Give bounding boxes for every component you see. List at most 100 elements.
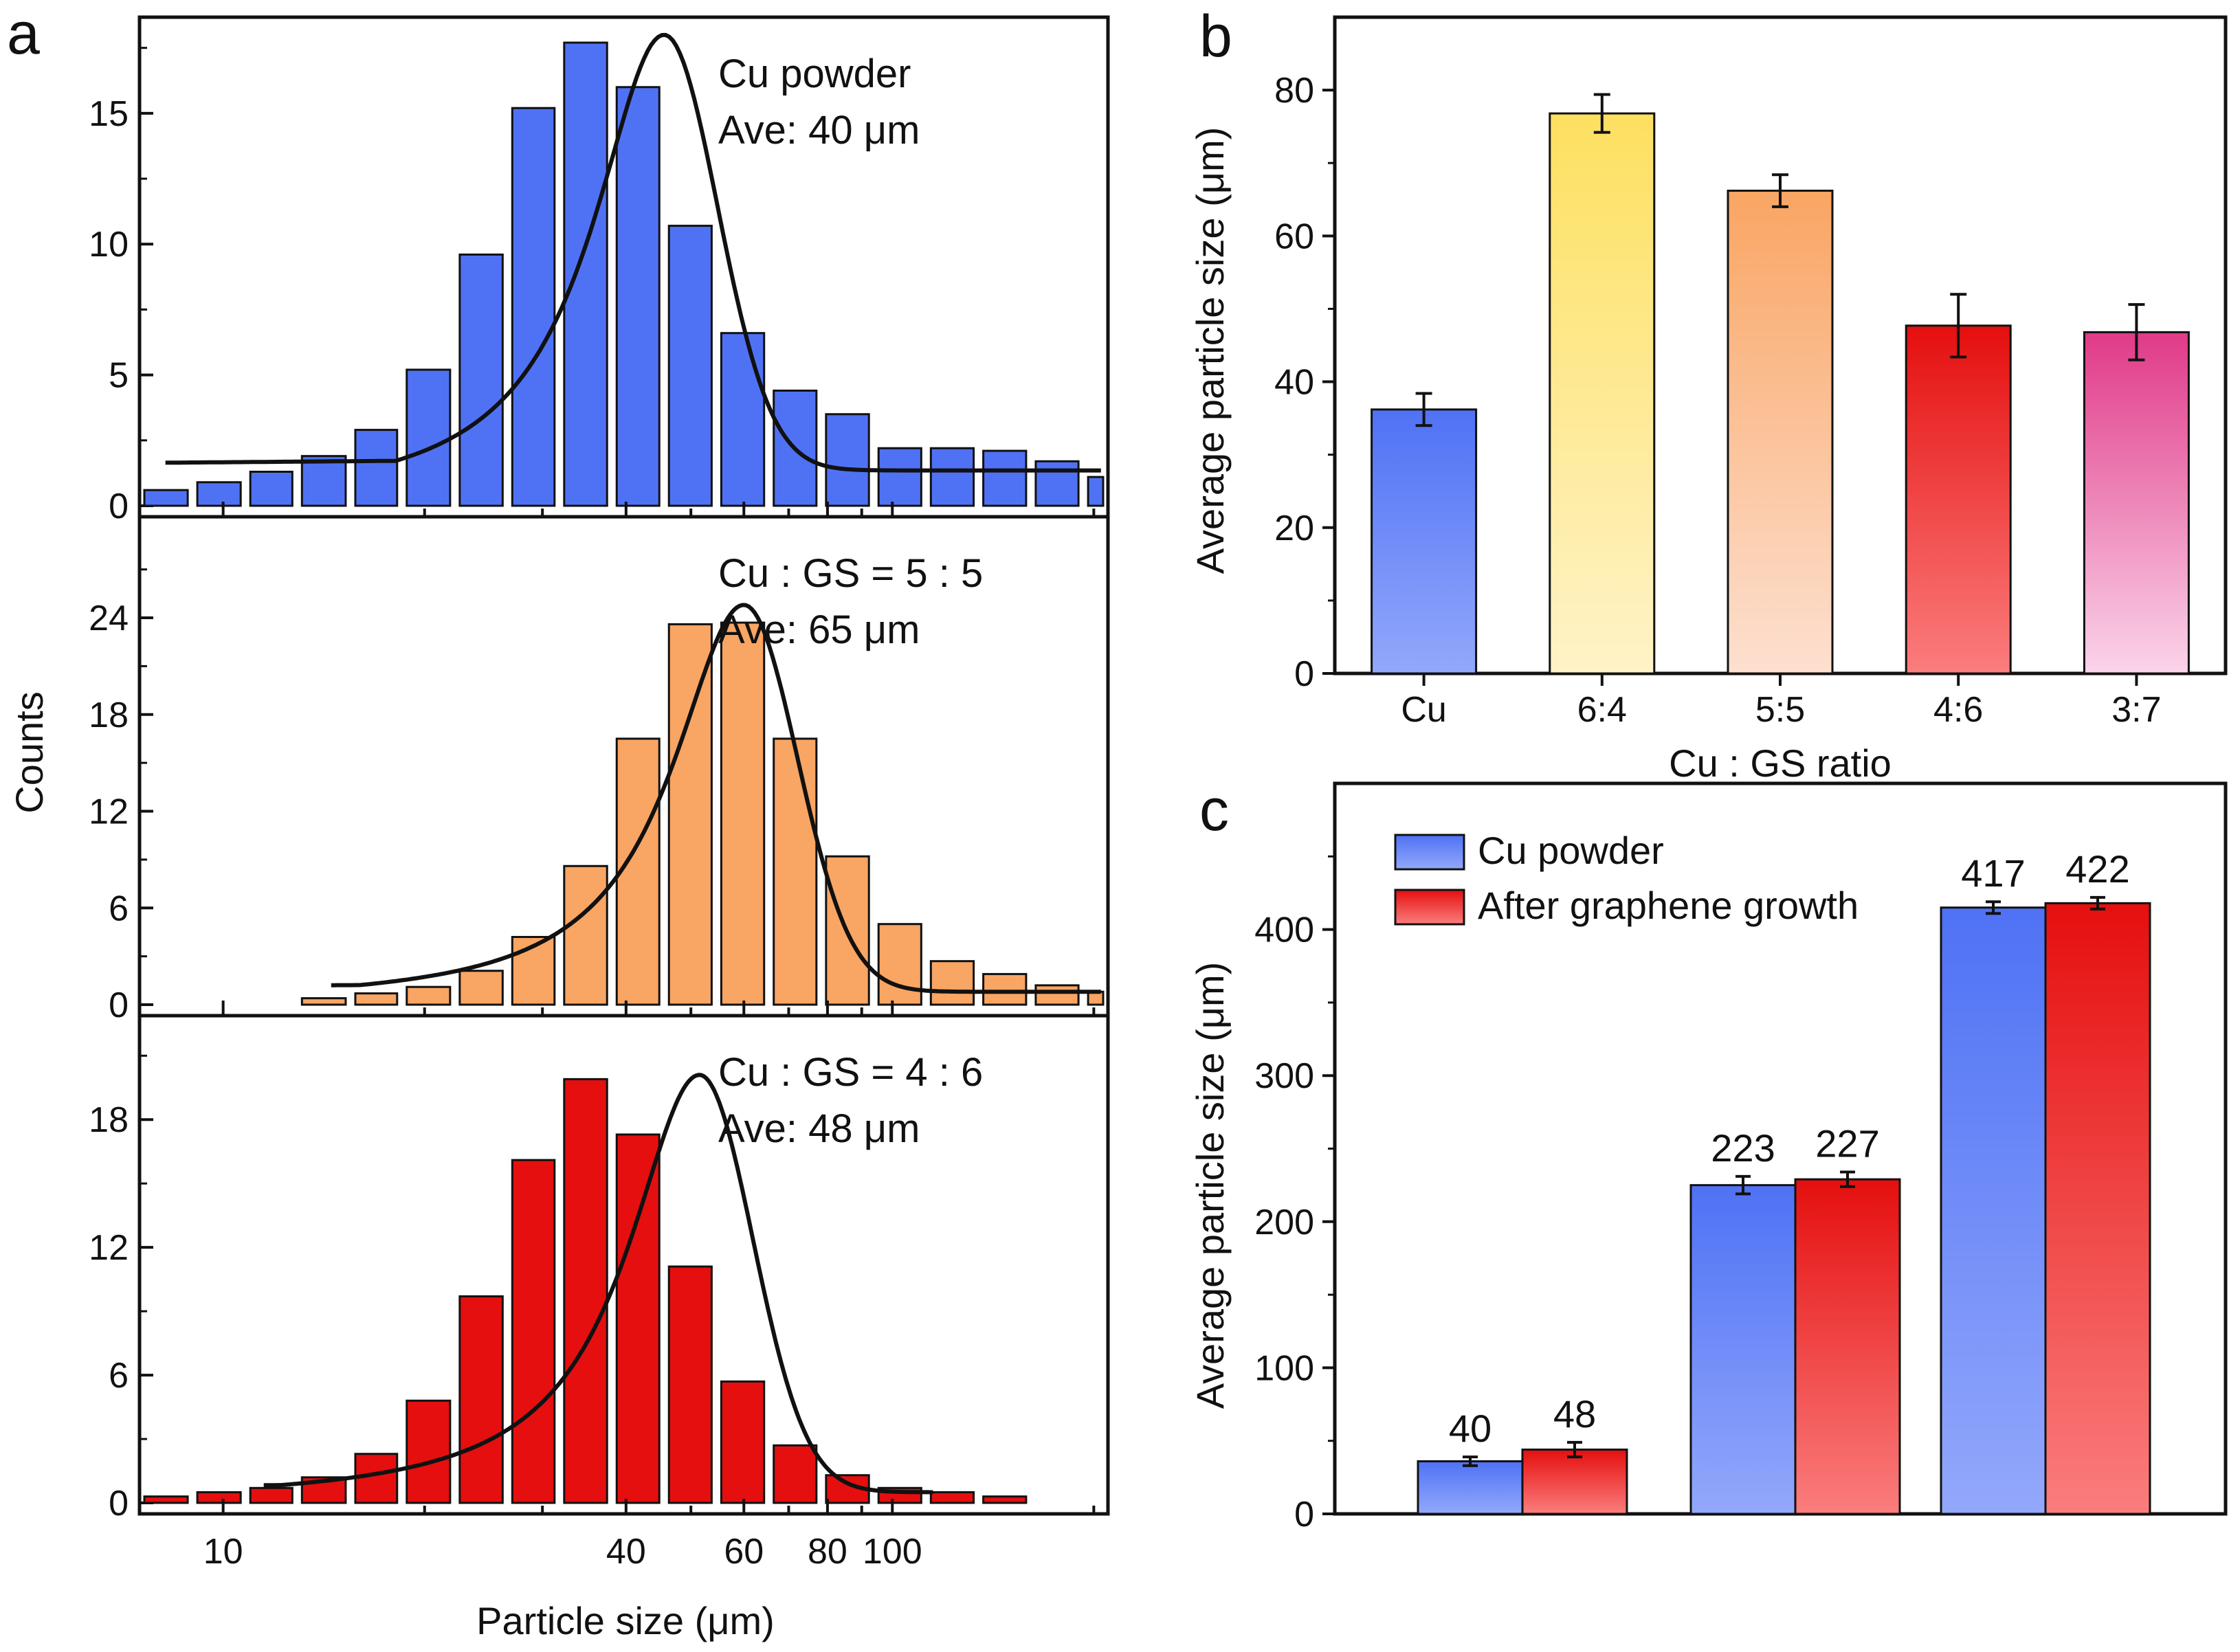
histogram-cu-gs-4-6: 0 6 12 18 Cu : GS = 4 : 6 Ave: 48 μm	[89, 1050, 1096, 1523]
panel-label-c: c	[1199, 777, 1229, 843]
panel-b-ylabel: Average particle size (μm)	[1188, 127, 1232, 574]
bar-Cu	[1371, 408, 1478, 675]
histogram-bar	[563, 1078, 608, 1504]
bar-cu-powder	[1689, 1184, 1797, 1515]
histogram-bar	[667, 225, 713, 507]
histogram-bar	[615, 1133, 661, 1504]
y-tick-label: 0	[1294, 1495, 1314, 1534]
x-tick-label: 6:4	[1577, 690, 1627, 730]
y-tick-label: 400	[1254, 911, 1314, 950]
y-tick-label: 6	[109, 889, 129, 928]
y-tick-label: 0	[109, 487, 129, 526]
sample-label: Cu powder	[718, 52, 911, 96]
y-tick-label: 5	[109, 356, 129, 396]
y-tick-label: 0	[1294, 654, 1314, 694]
x-tick-label: 40	[606, 1532, 646, 1572]
histogram-bar	[667, 1265, 713, 1504]
histogram-bar	[982, 1495, 1028, 1504]
legend-label: Cu powder	[1478, 829, 1664, 872]
y-tick-label: 15	[89, 94, 129, 134]
histogram-bar	[929, 960, 975, 1006]
y-tick-label: 18	[89, 1100, 129, 1140]
bar-after-graphene-growth	[1794, 1178, 1901, 1515]
data-label: 223	[1711, 1126, 1775, 1170]
histogram-bar	[300, 997, 347, 1006]
panel-label-a: a	[7, 1, 40, 67]
histogram-bar	[458, 1295, 504, 1504]
data-label: 227	[1815, 1122, 1879, 1165]
x-tick-label: 5:5	[1755, 690, 1805, 730]
panel-label-b: b	[1199, 3, 1232, 69]
legend-swatch	[1394, 889, 1465, 926]
histogram-bar	[877, 923, 922, 1006]
histogram-bar	[300, 455, 347, 507]
histogram-bar	[249, 471, 293, 507]
data-label: 417	[1961, 851, 2025, 895]
histogram-bar	[720, 1380, 766, 1504]
histogram-bar	[667, 623, 713, 1006]
histogram-bar	[196, 481, 242, 507]
y-tick-label: 60	[1274, 216, 1314, 256]
panel-a-x-axis: 10 40 60 80 100	[203, 1532, 922, 1572]
x-tick-label: 10	[203, 1532, 243, 1572]
bar-cu-powder	[1940, 906, 2047, 1515]
histogram-bar	[196, 1491, 242, 1504]
histogram-bar	[1034, 984, 1080, 1006]
legend-swatch	[1394, 834, 1465, 871]
panel-a-border	[137, 15, 1110, 1516]
x-tick-label: 100	[863, 1532, 922, 1572]
y-tick-label: 100	[1254, 1348, 1314, 1388]
y-tick-label: 0	[109, 1484, 129, 1523]
histogram-bar	[143, 489, 189, 507]
histogram-bar	[354, 992, 399, 1006]
fit-curve	[331, 603, 1101, 994]
panel-b-bar-chart: 0 20 40 60 80 Cu 6:4 5:5 4:6 3:7	[1274, 15, 2228, 730]
data-label: 48	[1553, 1392, 1596, 1436]
panel-a-xlabel: Particle size (μm)	[476, 1599, 775, 1642]
histogram-bar	[511, 107, 556, 507]
average-label: Ave: 40 μm	[718, 108, 920, 153]
y-tick-label: 80	[1274, 71, 1314, 111]
bar-4:6	[1905, 324, 2012, 675]
y-tick-label: 10	[89, 225, 129, 265]
y-tick-label: 20	[1274, 509, 1314, 548]
histogram-bar	[458, 970, 504, 1006]
histogram-cu-gs-5-5: 0 6 12 18 24 Cu : GS = 5 : 5 Ave: 65 μm	[89, 551, 1105, 1025]
histogram-bar	[773, 737, 818, 1006]
bar-after-graphene-growth	[2044, 902, 2151, 1515]
bar-3:7	[2083, 331, 2190, 675]
histogram-bar	[249, 1486, 293, 1504]
data-label: 422	[2065, 847, 2129, 891]
histogram-bar	[720, 332, 766, 507]
histogram-bar	[1034, 460, 1080, 507]
panel-c-bar-chart: 0 100 200 300 400 40 223 417 48 227 422 Cu powder Af…	[1254, 781, 2228, 1534]
histogram-bar	[929, 447, 975, 507]
histogram-bar	[406, 368, 452, 507]
x-tick-label: Cu	[1401, 690, 1446, 730]
histogram-bar	[720, 621, 766, 1006]
panel-c-ylabel: Average particle size (μm)	[1188, 962, 1232, 1409]
y-tick-label: 300	[1254, 1056, 1314, 1096]
x-tick-label: 4:6	[1933, 690, 1983, 730]
panel-a-ylabel: Counts	[8, 691, 51, 813]
y-tick-label: 6	[109, 1356, 129, 1396]
panel-b-xlabel: Cu : GS ratio	[1669, 741, 1892, 785]
y-tick-label: 12	[89, 792, 129, 832]
bar-after-graphene-growth	[1521, 1448, 1628, 1515]
y-tick-label: 200	[1254, 1203, 1314, 1242]
fit-curve	[263, 1073, 933, 1495]
histogram-bar	[563, 864, 608, 1006]
legend-label: After graphene growth	[1478, 884, 1859, 927]
fit-curve	[165, 32, 1101, 473]
sample-label: Cu : GS = 5 : 5	[718, 551, 983, 596]
x-tick-label: 3:7	[2111, 690, 2161, 730]
average-label: Ave: 48 μm	[718, 1106, 920, 1151]
histogram-bar	[825, 413, 870, 507]
histogram-bar	[877, 447, 922, 507]
histogram-bar	[511, 1159, 556, 1504]
y-tick-label: 12	[89, 1228, 129, 1268]
histogram-bar	[615, 737, 661, 1006]
y-tick-label: 40	[1274, 363, 1314, 403]
y-tick-label: 0	[109, 985, 129, 1025]
